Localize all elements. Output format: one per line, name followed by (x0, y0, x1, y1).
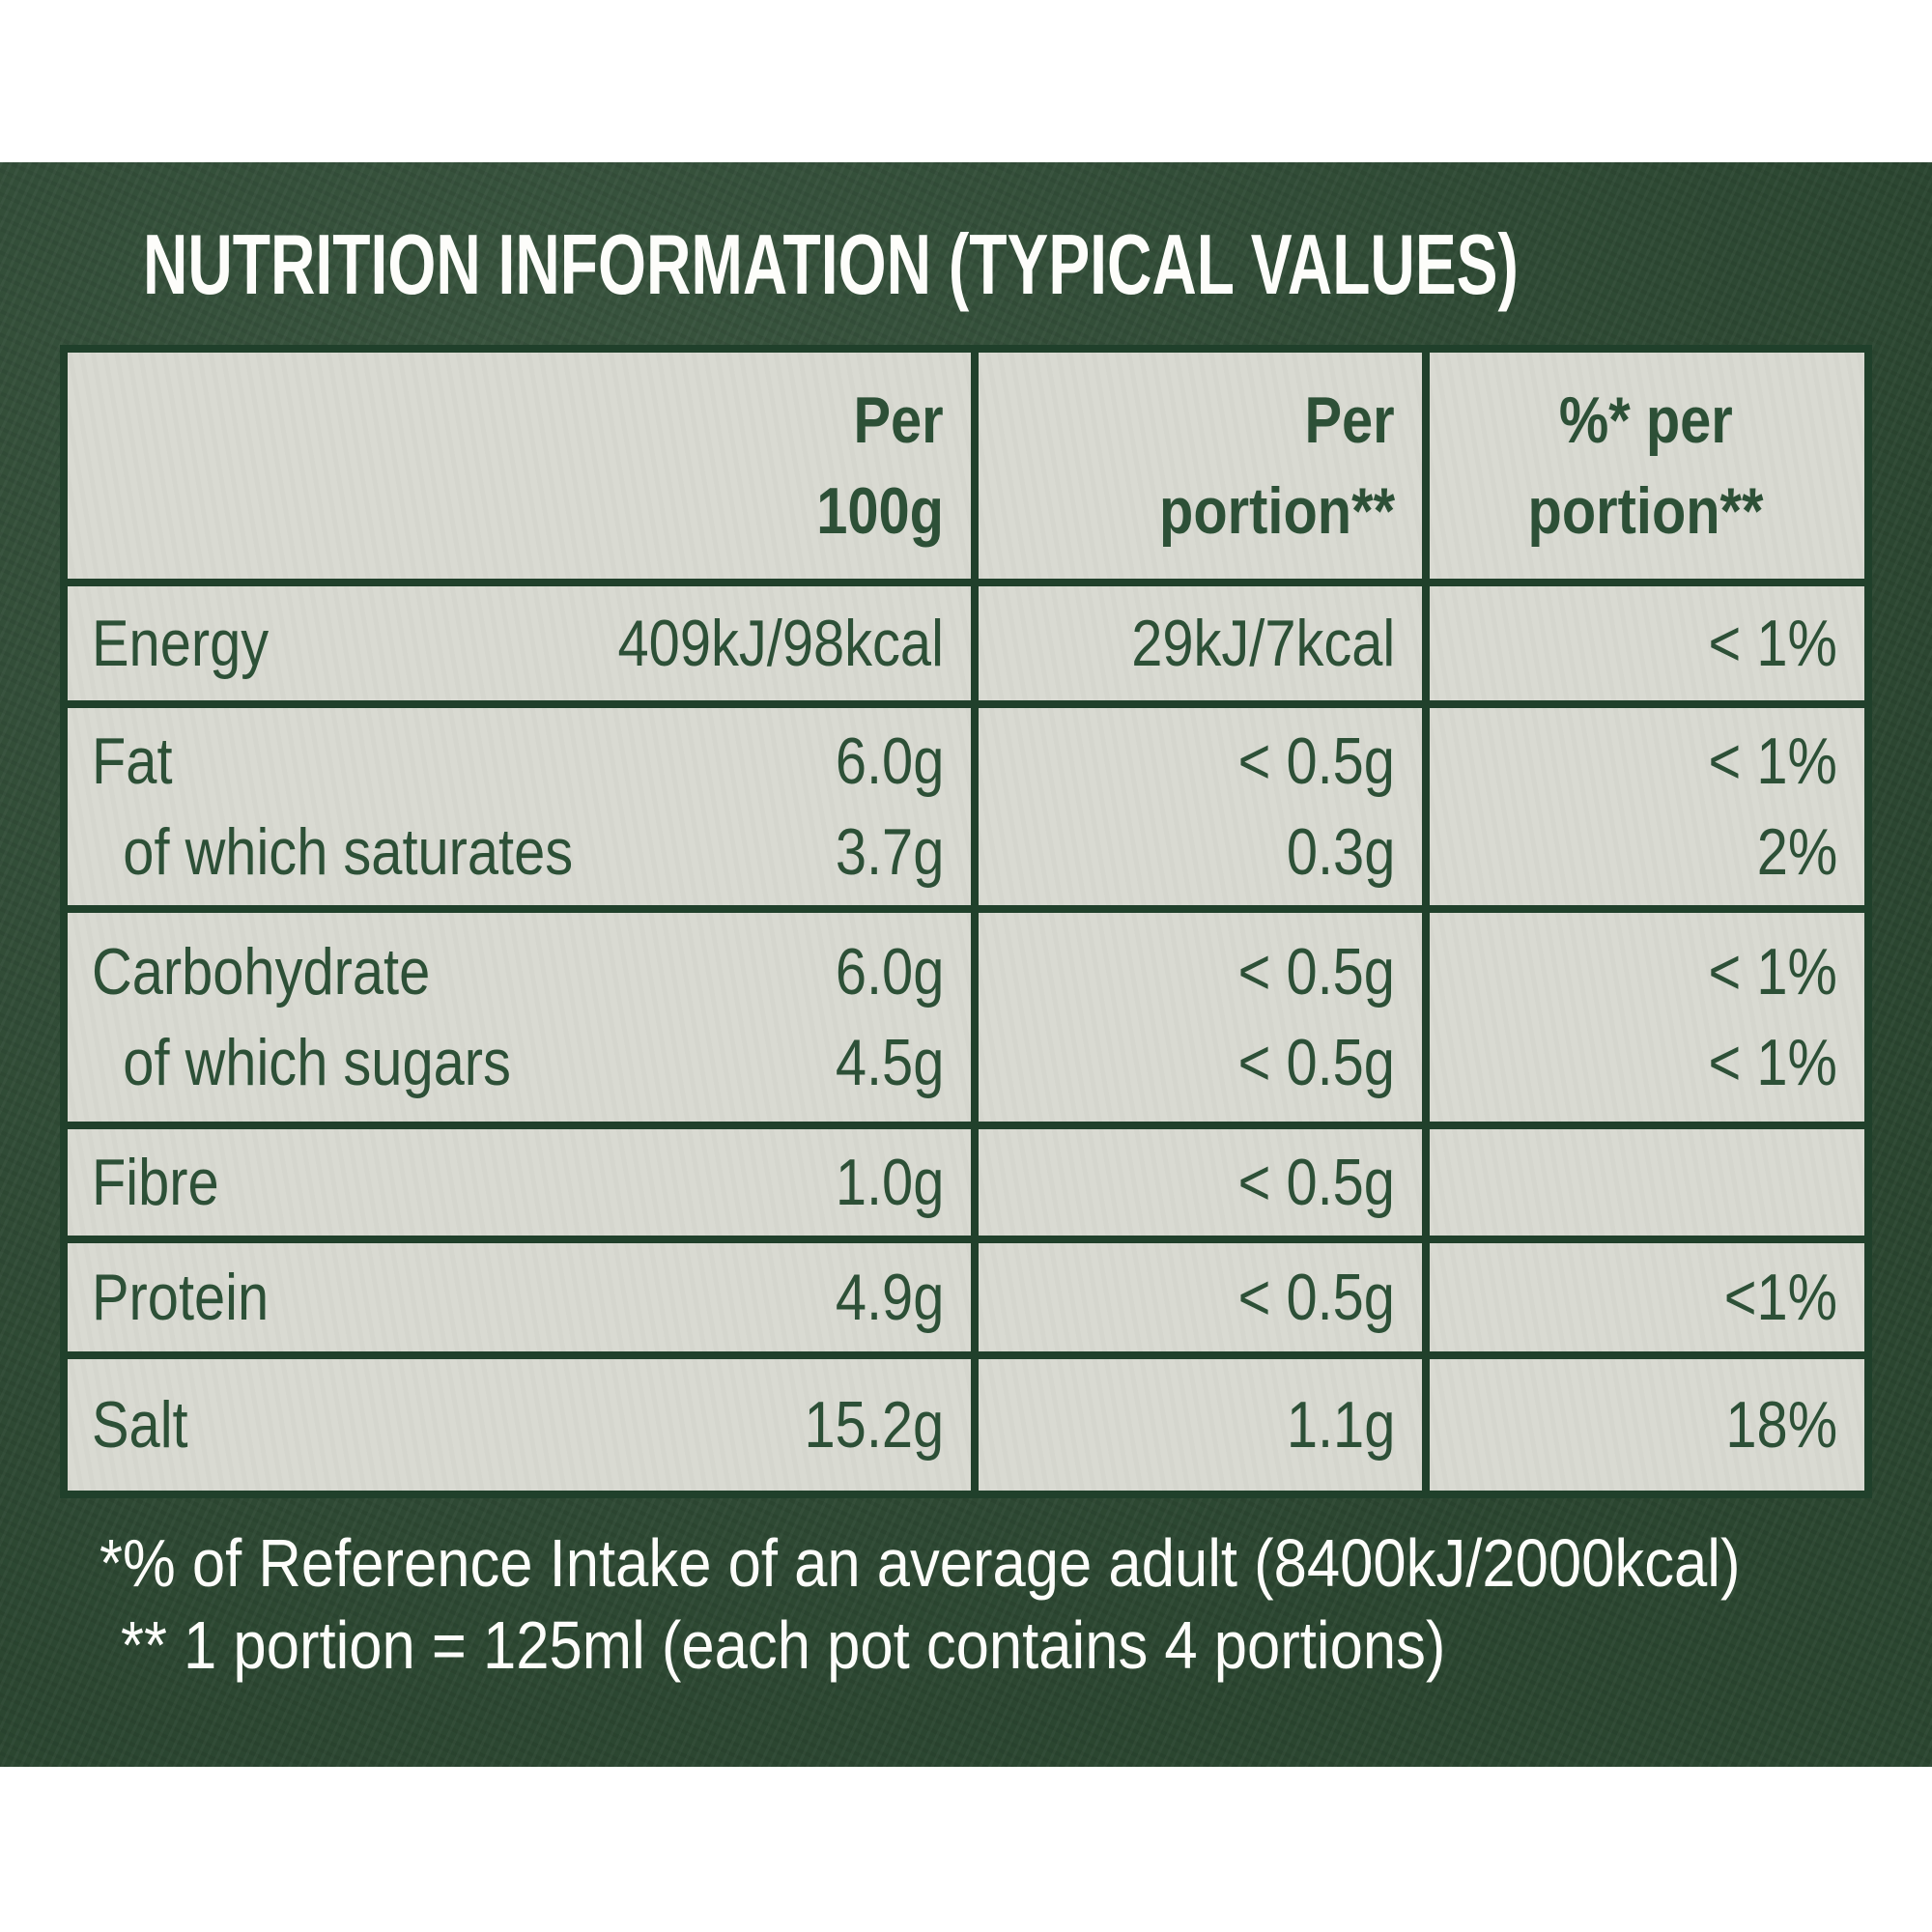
page-title-text: NUTRITION INFORMATION (TYPICAL VALUES) (143, 216, 1519, 312)
header-per-100g-line1: Per (853, 384, 944, 457)
header-cell-per-portion: Per portion** (971, 353, 1422, 579)
table-row-protein: Protein 4.9g < 0.5g <1% (68, 1236, 1864, 1351)
fat-label: Fat (92, 724, 173, 798)
carbohydrate-per-portion: < 0.5g (1237, 935, 1395, 1009)
saturates-label: of which saturates (123, 815, 574, 889)
carbohydrate-pct: < 1% (1708, 935, 1837, 1009)
header-per-100g-line2: 100g (816, 474, 944, 548)
saturates-pct: 2% (1756, 815, 1837, 889)
sugars-pct: < 1% (1708, 1026, 1837, 1099)
fibre-label: Fibre (92, 1146, 219, 1219)
fibre-per-portion: < 0.5g (1237, 1146, 1395, 1219)
protein-pct: <1% (1723, 1261, 1837, 1334)
energy-per-100g: 409kJ/98kcal (617, 607, 944, 680)
salt-per-portion: 1.1g (1286, 1388, 1395, 1462)
salt-per-100g: 15.2g (804, 1388, 944, 1462)
fibre-per-100g: 1.0g (835, 1146, 944, 1219)
carbohydrate-per-100g: 6.0g (835, 935, 944, 1009)
protein-per-portion: < 0.5g (1237, 1261, 1395, 1334)
sugars-label: of which sugars (123, 1026, 511, 1099)
table-row-carbohydrate: Carbohydrate 6.0g of which sugars 4.5g <… (68, 905, 1864, 1122)
page-title: NUTRITION INFORMATION (TYPICAL VALUES) (143, 222, 1519, 307)
salt-label: Salt (92, 1388, 188, 1462)
protein-label: Protein (92, 1261, 270, 1334)
sugars-per-portion: < 0.5g (1237, 1026, 1395, 1099)
nutrition-table: Per 100g Per portion** %* per portion** … (60, 345, 1872, 1498)
salt-pct: 18% (1725, 1388, 1837, 1462)
energy-pct: < 1% (1708, 607, 1837, 680)
header-cell-per-100g: Per 100g (68, 353, 971, 579)
protein-per-100g: 4.9g (835, 1261, 944, 1334)
sugars-per-100g: 4.5g (835, 1026, 944, 1099)
header-cell-pct-per-portion: %* per portion** (1422, 353, 1864, 579)
table-row-fat: Fat 6.0g of which saturates 3.7g < 0.5g … (68, 700, 1864, 905)
carbohydrate-label: Carbohydrate (92, 935, 431, 1009)
fat-per-portion: < 0.5g (1237, 724, 1395, 798)
saturates-per-100g: 3.7g (835, 815, 944, 889)
header-pct-line1: %* per (1558, 384, 1733, 457)
table-row-salt: Salt 15.2g 1.1g 18% (68, 1351, 1864, 1491)
header-pct-line2: portion** (1527, 474, 1764, 548)
table-row-energy: Energy 409kJ/98kcal 29kJ/7kcal < 1% (68, 579, 1864, 700)
header-per-portion-line1: Per (1304, 384, 1395, 457)
saturates-per-portion: 0.3g (1286, 815, 1395, 889)
fat-pct: < 1% (1708, 724, 1837, 798)
header-per-portion-line2: portion** (1158, 474, 1395, 548)
footnote-reference-intake: *% of Reference Intake of an average adu… (99, 1529, 1932, 1597)
footnote-portion-size-text: ** 1 portion = 125ml (each pot contains … (121, 1607, 1446, 1683)
table-header-row: Per 100g Per portion** %* per portion** (68, 353, 1864, 579)
energy-per-portion: 29kJ/7kcal (1130, 607, 1395, 680)
energy-label: Energy (92, 607, 270, 680)
table-row-fibre: Fibre 1.0g < 0.5g (68, 1122, 1864, 1236)
fat-per-100g: 6.0g (835, 724, 944, 798)
footnote-reference-intake-text: *% of Reference Intake of an average adu… (99, 1525, 1741, 1601)
footnote-portion-size: ** 1 portion = 125ml (each pot contains … (121, 1611, 1626, 1679)
